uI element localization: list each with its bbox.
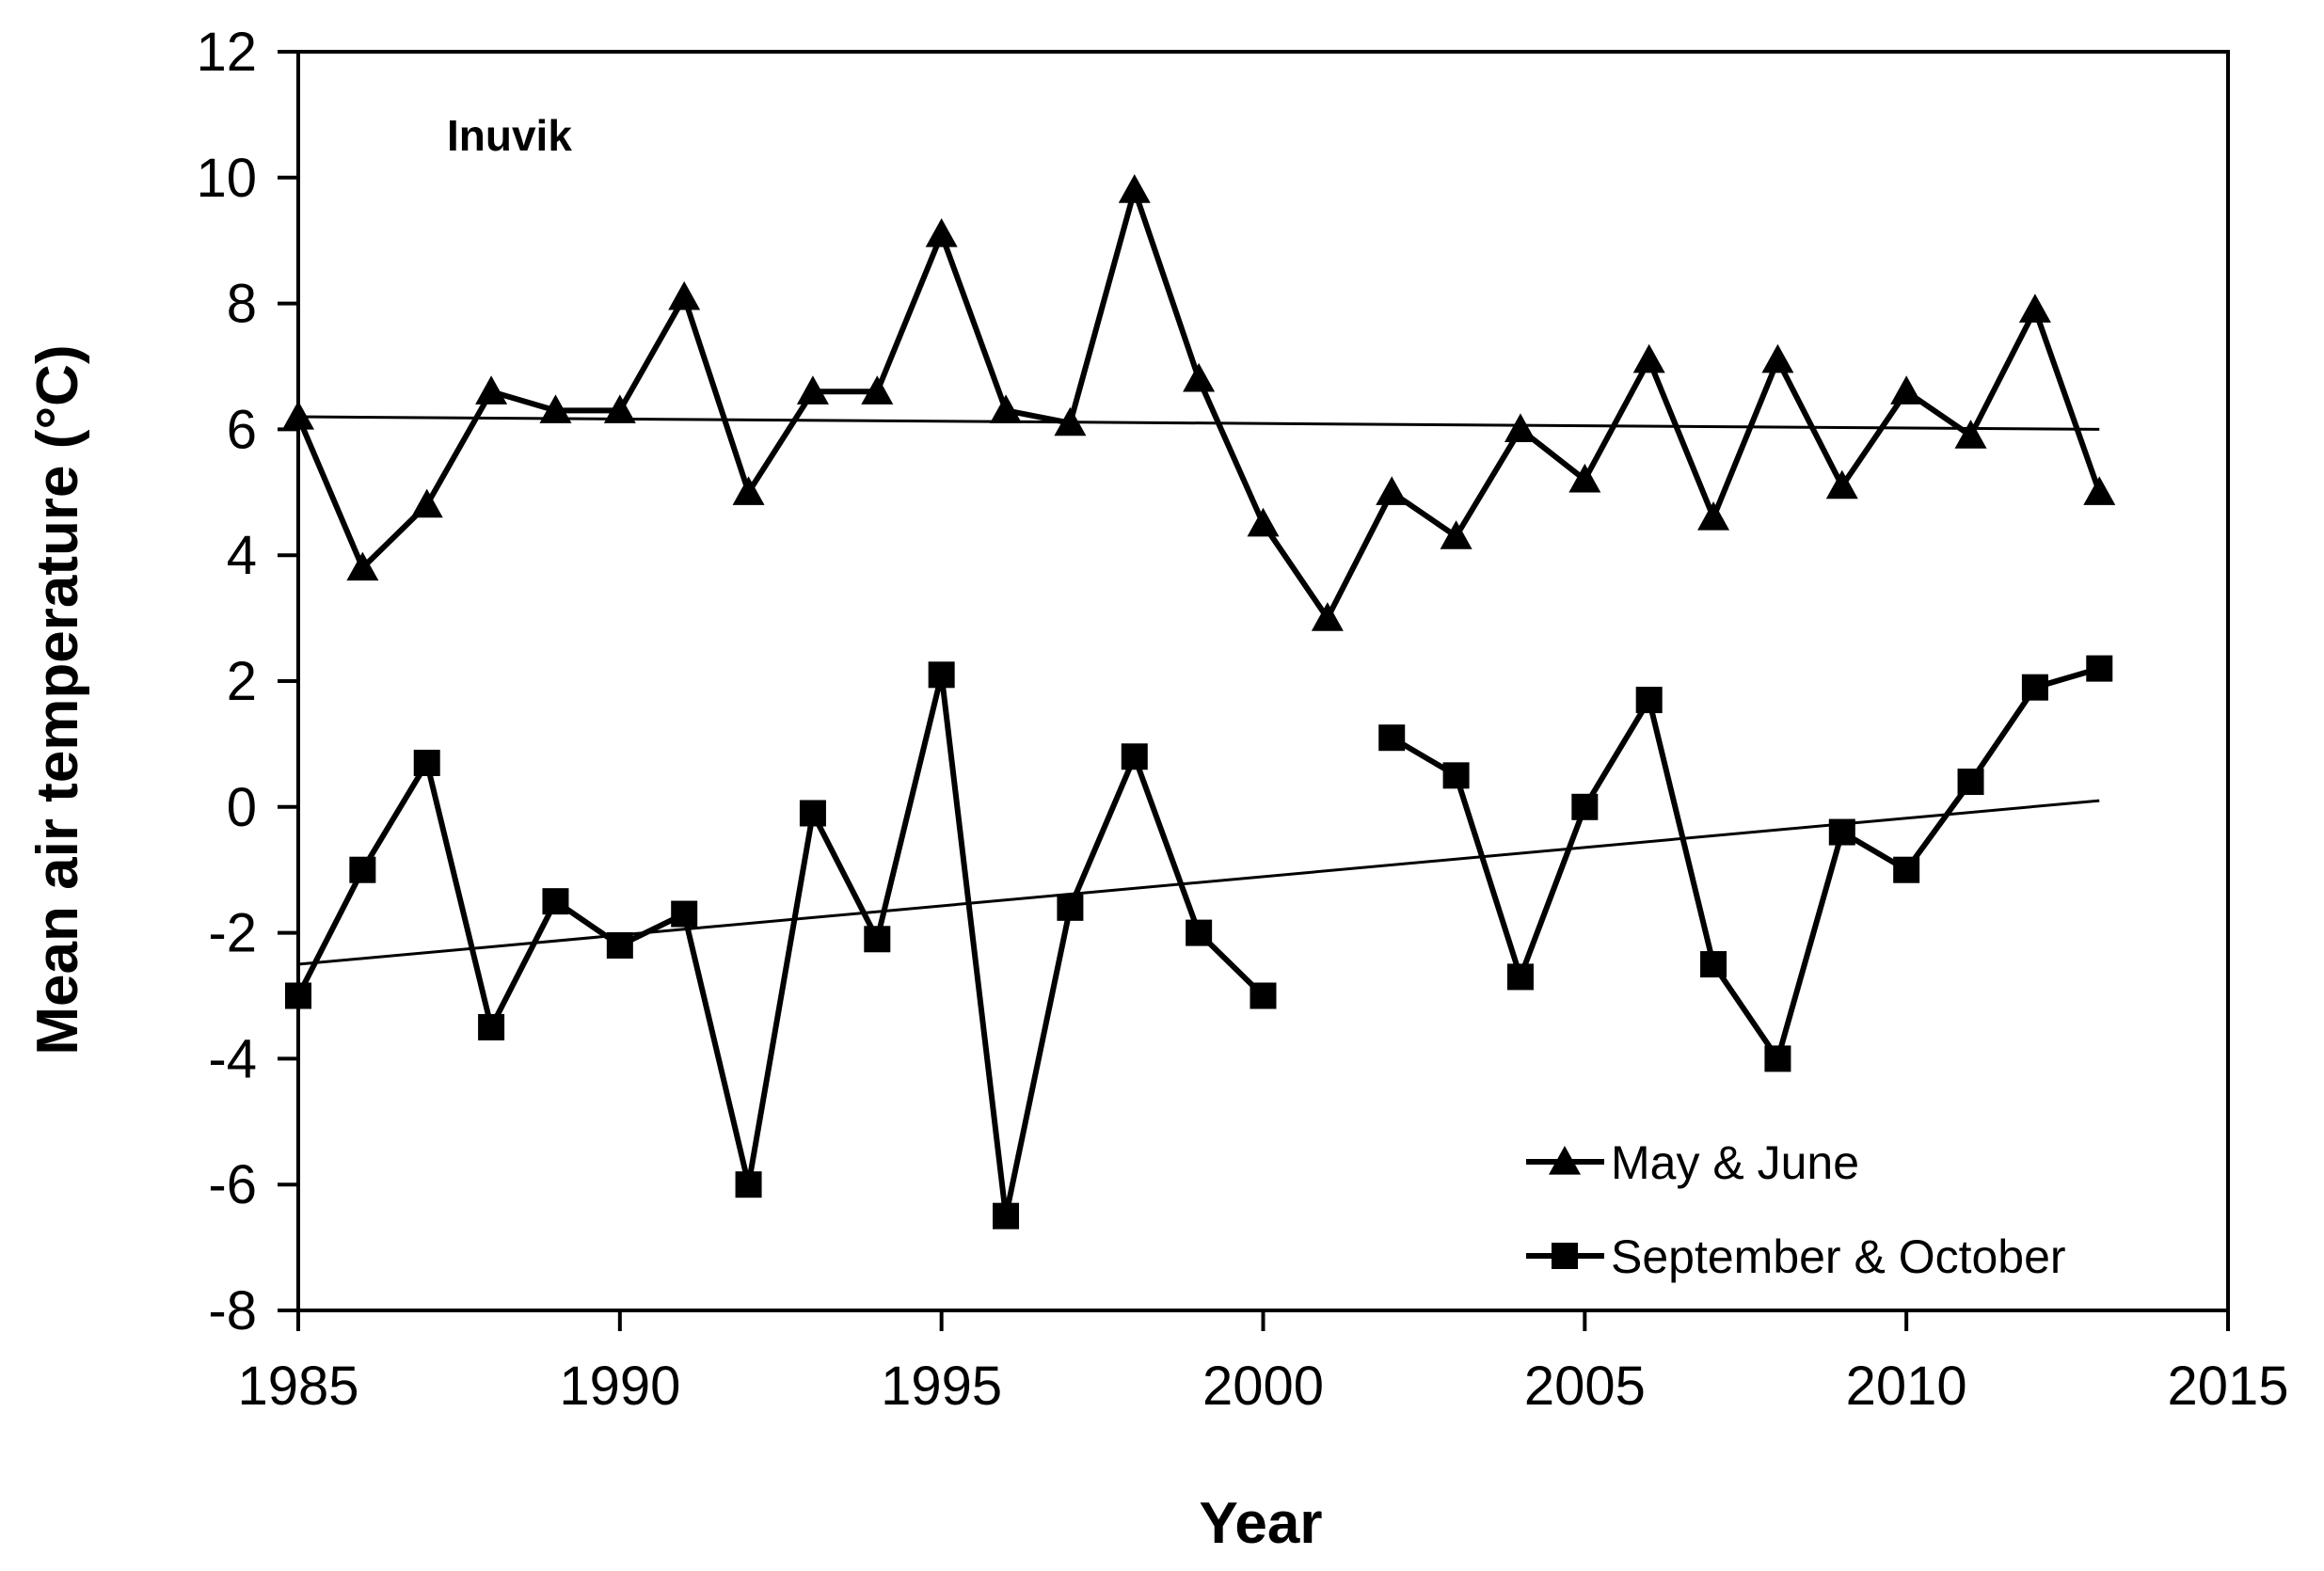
data-point-may-june: [861, 375, 894, 405]
x-tick-label: 2015: [2167, 1356, 2288, 1417]
data-point-may-june: [925, 218, 958, 247]
data-point-may-june: [1376, 476, 1409, 505]
data-point-september-october: [1057, 894, 1084, 921]
data-point-may-june: [1954, 420, 1987, 449]
y-tick-label: 12: [196, 22, 257, 83]
data-point-september-october: [1250, 982, 1277, 1009]
y-tick-label: 2: [227, 651, 257, 712]
x-tick-label: 2010: [1846, 1356, 1967, 1417]
data-point-september-october: [349, 856, 376, 883]
x-axis-title: Year: [1199, 1491, 1322, 1556]
data-point-september-october: [2086, 655, 2113, 682]
y-tick-label: -8: [208, 1280, 257, 1341]
data-point-september-october: [928, 661, 955, 689]
legend-label-september-october: September & October: [1611, 1230, 2066, 1283]
data-point-may-june: [1568, 463, 1601, 493]
series-layer: [282, 174, 2116, 1230]
data-point-may-june: [1504, 413, 1536, 442]
x-tick-label: 1995: [881, 1356, 1002, 1417]
data-point-september-october: [542, 888, 569, 915]
data-point-may-june: [2083, 476, 2116, 505]
y-tick-label: 6: [227, 399, 257, 460]
data-point-may-june: [1761, 343, 1794, 373]
series-line-september-october: [1390, 665, 2101, 1062]
data-point-may-june: [1632, 343, 1665, 373]
x-tick-label: 1990: [559, 1356, 680, 1417]
data-point-september-october: [606, 931, 633, 959]
data-point-may-june: [475, 375, 508, 405]
data-point-september-october: [1378, 724, 1406, 752]
y-tick-label: 4: [227, 525, 257, 586]
y-tick-label: -6: [208, 1154, 257, 1215]
data-point-september-october: [285, 982, 311, 1009]
trend-lines: [297, 415, 2100, 966]
y-tick-label: -2: [208, 903, 257, 964]
data-point-september-october: [1186, 919, 1213, 946]
data-point-may-june: [539, 394, 572, 423]
x-axis: 1985 1990 1995 2000 2005 2010 2015: [237, 1310, 2289, 1417]
data-point-may-june: [1890, 375, 1923, 405]
data-point-may-june: [796, 375, 829, 405]
data-point-september-october: [1571, 793, 1599, 820]
data-point-may-june: [346, 551, 379, 581]
x-tick-label: 1985: [237, 1356, 358, 1417]
legend: May & June September & October: [1526, 1136, 2066, 1283]
data-point-may-june: [1825, 469, 1858, 500]
data-point-september-october: [1764, 1045, 1791, 1072]
data-point-september-october: [478, 1013, 505, 1040]
data-point-september-october: [1893, 856, 1920, 883]
data-point-may-june: [1440, 520, 1472, 549]
data-point-september-october: [735, 1171, 762, 1198]
data-point-may-june: [1311, 602, 1344, 631]
data-point-may-june: [668, 280, 701, 310]
data-point-september-october: [1957, 769, 1984, 796]
data-point-september-october: [993, 1202, 1020, 1230]
data-point-september-october: [1828, 818, 1855, 846]
location-annotation: Inuvik: [447, 111, 572, 160]
data-point-may-june: [1118, 174, 1151, 203]
data-point-september-october: [1442, 762, 1470, 789]
data-point-may-june: [732, 476, 765, 505]
data-point-may-june: [1247, 507, 1280, 537]
series-may-june: [282, 174, 2116, 631]
data-point-may-june: [1054, 406, 1087, 436]
data-point-may-june: [1183, 362, 1216, 392]
y-tick-label: 8: [227, 274, 257, 335]
data-point-september-october: [671, 900, 698, 928]
data-point-september-october: [864, 926, 891, 953]
trend-line-may-june: [297, 415, 2100, 431]
y-axis-title: Mean air temperature (°C): [25, 344, 90, 1055]
data-point-september-october: [1121, 743, 1148, 770]
legend-label-may-june: May & June: [1611, 1136, 1859, 1189]
data-point-may-june: [990, 394, 1023, 423]
legend-marker-september-october: [1552, 1243, 1578, 1269]
y-tick-label: 10: [196, 148, 257, 209]
data-point-september-october: [413, 749, 440, 776]
y-axis: -8 -6 -4 -2 0 2 4 6 8 10 12: [196, 22, 298, 1341]
y-tick-label: 0: [227, 777, 257, 838]
y-tick-label: -4: [208, 1028, 257, 1089]
series-line-september-october: [295, 672, 1265, 1219]
x-tick-label: 2000: [1202, 1356, 1324, 1417]
data-point-may-june: [2018, 294, 2051, 323]
data-point-september-october: [2021, 674, 2048, 701]
data-point-september-october: [1506, 963, 1534, 991]
trend-line-september-october: [297, 799, 2100, 966]
data-point-may-june: [1697, 501, 1730, 531]
data-point-may-june: [603, 394, 636, 423]
data-point-may-june: [410, 488, 443, 518]
data-point-september-october: [799, 800, 826, 827]
data-point-september-october: [1700, 951, 1727, 978]
x-tick-label: 2005: [1524, 1356, 1646, 1417]
series-september-october: [285, 655, 2113, 1230]
data-point-september-october: [1635, 687, 1663, 714]
data-point-may-june: [282, 401, 314, 430]
legend-marker-may-june: [1549, 1146, 1581, 1175]
